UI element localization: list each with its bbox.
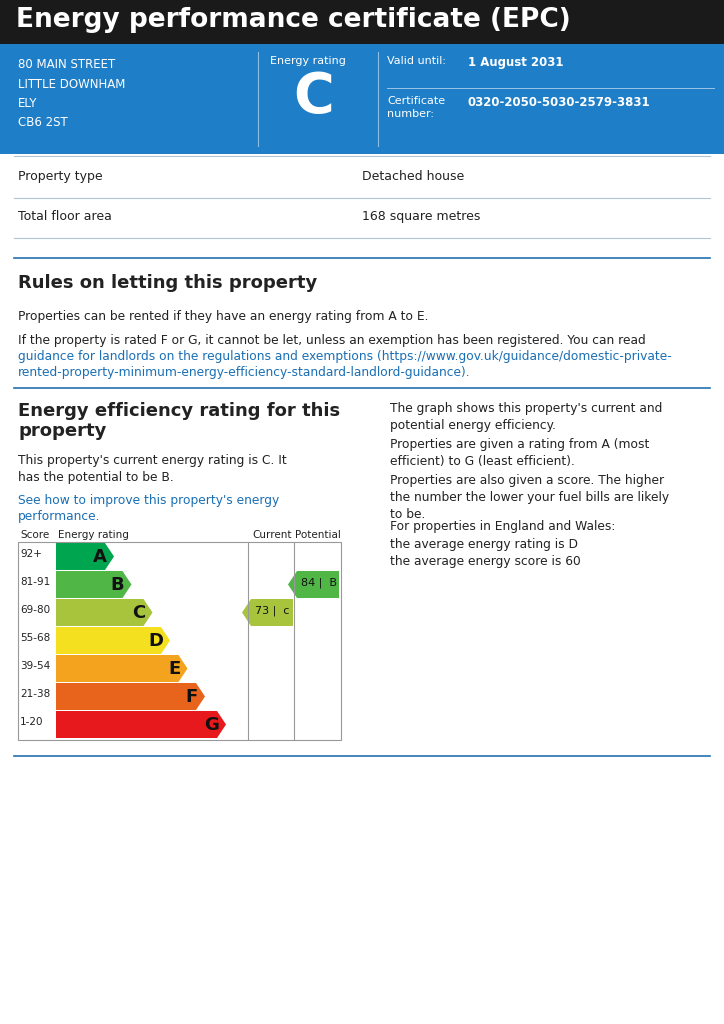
Text: performance.: performance. (18, 510, 101, 523)
Text: guidance for landlords on the regulations and exemptions (https://www.gov.uk/gui: guidance for landlords on the regulation… (18, 350, 672, 362)
Text: Certificate
number:: Certificate number: (387, 96, 445, 119)
Polygon shape (288, 571, 339, 598)
Text: 39-54: 39-54 (20, 662, 50, 671)
Text: Properties are also given a score. The higher
the number the lower your fuel bil: Properties are also given a score. The h… (390, 474, 669, 521)
Text: Detached house: Detached house (362, 170, 464, 183)
Text: Valid until:: Valid until: (387, 56, 446, 66)
Text: If the property is rated F or G, it cannot be let, unless an exemption has been : If the property is rated F or G, it cann… (18, 334, 646, 347)
Text: Score: Score (20, 530, 49, 540)
Text: Property type: Property type (18, 170, 103, 183)
Text: 69-80: 69-80 (20, 605, 50, 615)
Bar (18, 542, 341, 740)
Text: 84 |  B: 84 | B (301, 577, 337, 588)
Text: E: E (168, 660, 180, 678)
Text: Energy rating: Energy rating (58, 530, 129, 540)
Text: Properties are given a rating from A (most
efficient) to G (least efficient).: Properties are given a rating from A (mo… (390, 438, 649, 468)
Polygon shape (56, 655, 188, 682)
Text: 1 August 2031: 1 August 2031 (468, 56, 563, 69)
Text: The graph shows this property's current and
potential energy efficiency.: The graph shows this property's current … (390, 402, 662, 432)
Text: 92+: 92+ (20, 549, 42, 559)
Text: 81-91: 81-91 (20, 577, 50, 587)
Text: 80 MAIN STREET
LITTLE DOWNHAM
ELY
CB6 2ST: 80 MAIN STREET LITTLE DOWNHAM ELY CB6 2S… (18, 58, 125, 129)
Polygon shape (56, 599, 153, 626)
Text: 168 square metres: 168 square metres (362, 210, 481, 223)
Text: Properties can be rented if they have an energy rating from A to E.: Properties can be rented if they have an… (18, 310, 429, 323)
Text: See how to improve this property's energy: See how to improve this property's energ… (18, 494, 279, 507)
Text: B: B (111, 575, 125, 594)
Text: 73 |  c: 73 | c (255, 605, 290, 615)
Text: C: C (294, 70, 334, 124)
Text: Energy performance certificate (EPC): Energy performance certificate (EPC) (16, 7, 571, 33)
Text: Current: Current (252, 530, 292, 540)
Text: For properties in England and Wales:: For properties in England and Wales: (390, 520, 615, 534)
Text: Energy efficiency rating for this: Energy efficiency rating for this (18, 402, 340, 420)
Text: 55-68: 55-68 (20, 633, 50, 643)
Text: 21-38: 21-38 (20, 689, 50, 699)
Text: Potential: Potential (295, 530, 341, 540)
Bar (0, 0, 724, 44)
Text: Total floor area: Total floor area (18, 210, 112, 223)
Text: Rules on letting this property: Rules on letting this property (18, 274, 317, 292)
Polygon shape (56, 683, 205, 710)
Text: rented-property-minimum-energy-efficiency-standard-landlord-guidance).: rented-property-minimum-energy-efficienc… (18, 366, 471, 379)
Bar (0, 44, 724, 154)
Text: C: C (132, 604, 146, 622)
Text: 0320-2050-5030-2579-3831: 0320-2050-5030-2579-3831 (468, 96, 651, 109)
Polygon shape (56, 711, 226, 738)
Text: A: A (93, 548, 107, 566)
Text: F: F (186, 688, 198, 706)
Polygon shape (242, 599, 293, 626)
Polygon shape (56, 571, 132, 598)
Text: Energy rating: Energy rating (270, 56, 346, 66)
Text: G: G (204, 716, 219, 734)
Text: This property's current energy rating is C. It
has the potential to be B.: This property's current energy rating is… (18, 454, 287, 484)
Text: 1-20: 1-20 (20, 717, 43, 727)
Text: the average energy rating is D
the average energy score is 60: the average energy rating is D the avera… (390, 538, 581, 568)
Text: D: D (148, 632, 163, 650)
Polygon shape (56, 543, 114, 570)
Text: property: property (18, 422, 106, 440)
Polygon shape (56, 627, 170, 654)
